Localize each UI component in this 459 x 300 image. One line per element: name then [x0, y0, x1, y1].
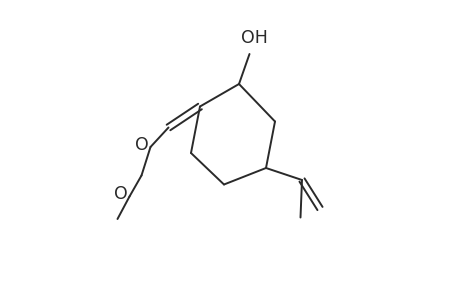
Text: OH: OH: [241, 29, 268, 47]
Text: O: O: [135, 136, 149, 154]
Text: O: O: [113, 185, 127, 203]
